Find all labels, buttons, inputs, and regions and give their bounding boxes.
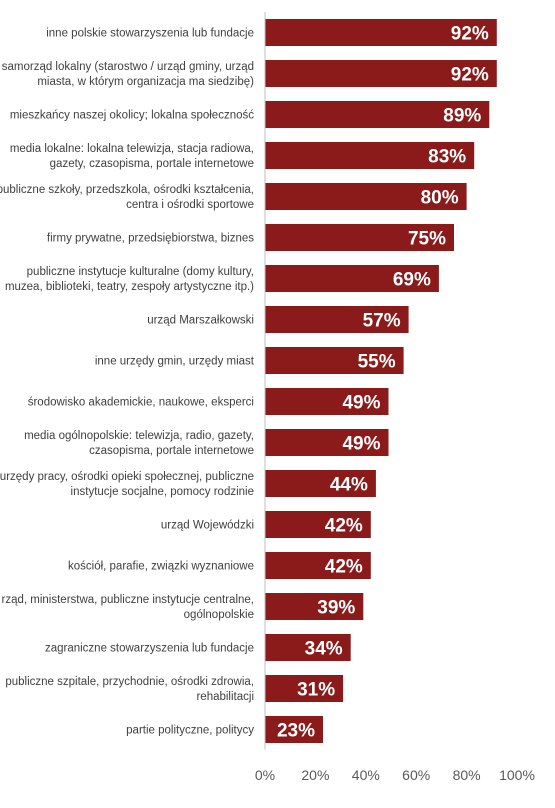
bar [265, 224, 454, 251]
category-label: samorząd lokalny (starostwo / urząd gmin… [2, 61, 254, 88]
bar [265, 675, 344, 702]
bars-group [265, 19, 497, 743]
category-label: publiczne instytucje kulturalne (domy ku… [5, 266, 254, 293]
bar [265, 552, 371, 579]
x-tick-label: 0% [255, 767, 275, 783]
bar [265, 60, 497, 87]
category-label: urząd Marszałkowski [147, 315, 254, 327]
category-labels: inne polskie stowarzyszenia lub fundacje… [0, 28, 255, 737]
category-label: firmy prywatne, przedsiębiorstwa, biznes [47, 233, 254, 245]
bar-value-label: 44% [330, 475, 368, 496]
x-tick-labels: 0% 20% 40% 60% 80% 100% [255, 767, 535, 783]
x-tick-label: 80% [453, 767, 481, 783]
category-label: inne polskie stowarzyszenia lub fundacje [46, 28, 254, 40]
category-label: media ogólnopolskie: telewizja, radio, g… [24, 430, 254, 457]
bar [265, 716, 323, 743]
bar-value-label: 55% [358, 352, 396, 373]
bar-value-label: 34% [305, 639, 343, 660]
bar [265, 19, 497, 46]
category-label: inne urzędy gmin, urzędy miast [95, 356, 255, 368]
x-tick-label: 40% [352, 767, 380, 783]
category-label: urząd Wojewódzki [161, 520, 254, 532]
bar [265, 593, 364, 620]
category-label: środowisko akademickie, naukowe, eksperc… [28, 397, 254, 409]
bar [265, 429, 389, 456]
category-label: publiczne szpitale, przychodnie, ośrodki… [5, 676, 254, 703]
category-label: kościół, parafie, związki wyznaniowe [68, 561, 254, 573]
category-label: urzędy pracy, ośrodki opieki społecznej,… [0, 471, 254, 498]
bar-value-label: 75% [408, 229, 446, 250]
bar [265, 183, 467, 210]
category-label: mieszkańcy naszej okolicy; lokalna społe… [10, 110, 254, 122]
value-labels: 92% 92% 89% 83% 80% 75% 69% 57% 55% 49% 49% 44% 42% 4… [277, 24, 489, 742]
bar-value-label: 49% [342, 393, 380, 414]
bar-value-label: 23% [277, 721, 315, 742]
bar [265, 142, 475, 169]
bar-value-label: 42% [325, 516, 363, 537]
category-label: publiczne szkoły, przedszkola, ośrodki k… [0, 184, 254, 211]
bar-value-label: 42% [325, 557, 363, 578]
bar [265, 470, 376, 497]
bar-value-label: 92% [451, 24, 489, 45]
bar-value-label: 39% [317, 598, 355, 619]
bar-value-label: 92% [451, 65, 489, 86]
bar-value-label: 69% [393, 270, 431, 291]
bar-value-label: 80% [421, 188, 459, 209]
bar-value-label: 57% [363, 311, 401, 332]
category-label: zagraniczne stowarzyszenia lub fundacje [45, 643, 254, 655]
bar-value-label: 83% [428, 147, 466, 168]
x-tick-label: 100% [499, 767, 535, 783]
bar [265, 101, 490, 128]
bar [265, 347, 404, 374]
bar-value-label: 89% [443, 106, 481, 127]
category-label: partie polityczne, politycy [126, 725, 254, 737]
category-label: media lokalne: lokalna telewizja, stacja… [10, 143, 254, 170]
x-tick-label: 20% [301, 767, 329, 783]
category-label: rząd, ministerstwa, publiczne instytucje… [2, 594, 254, 621]
bar [265, 388, 389, 415]
bar [265, 265, 439, 292]
x-tick-label: 60% [402, 767, 430, 783]
bar [265, 634, 351, 661]
bar-value-label: 49% [342, 434, 380, 455]
bar [265, 306, 409, 333]
bar [265, 511, 371, 538]
bar-value-label: 31% [297, 680, 335, 701]
